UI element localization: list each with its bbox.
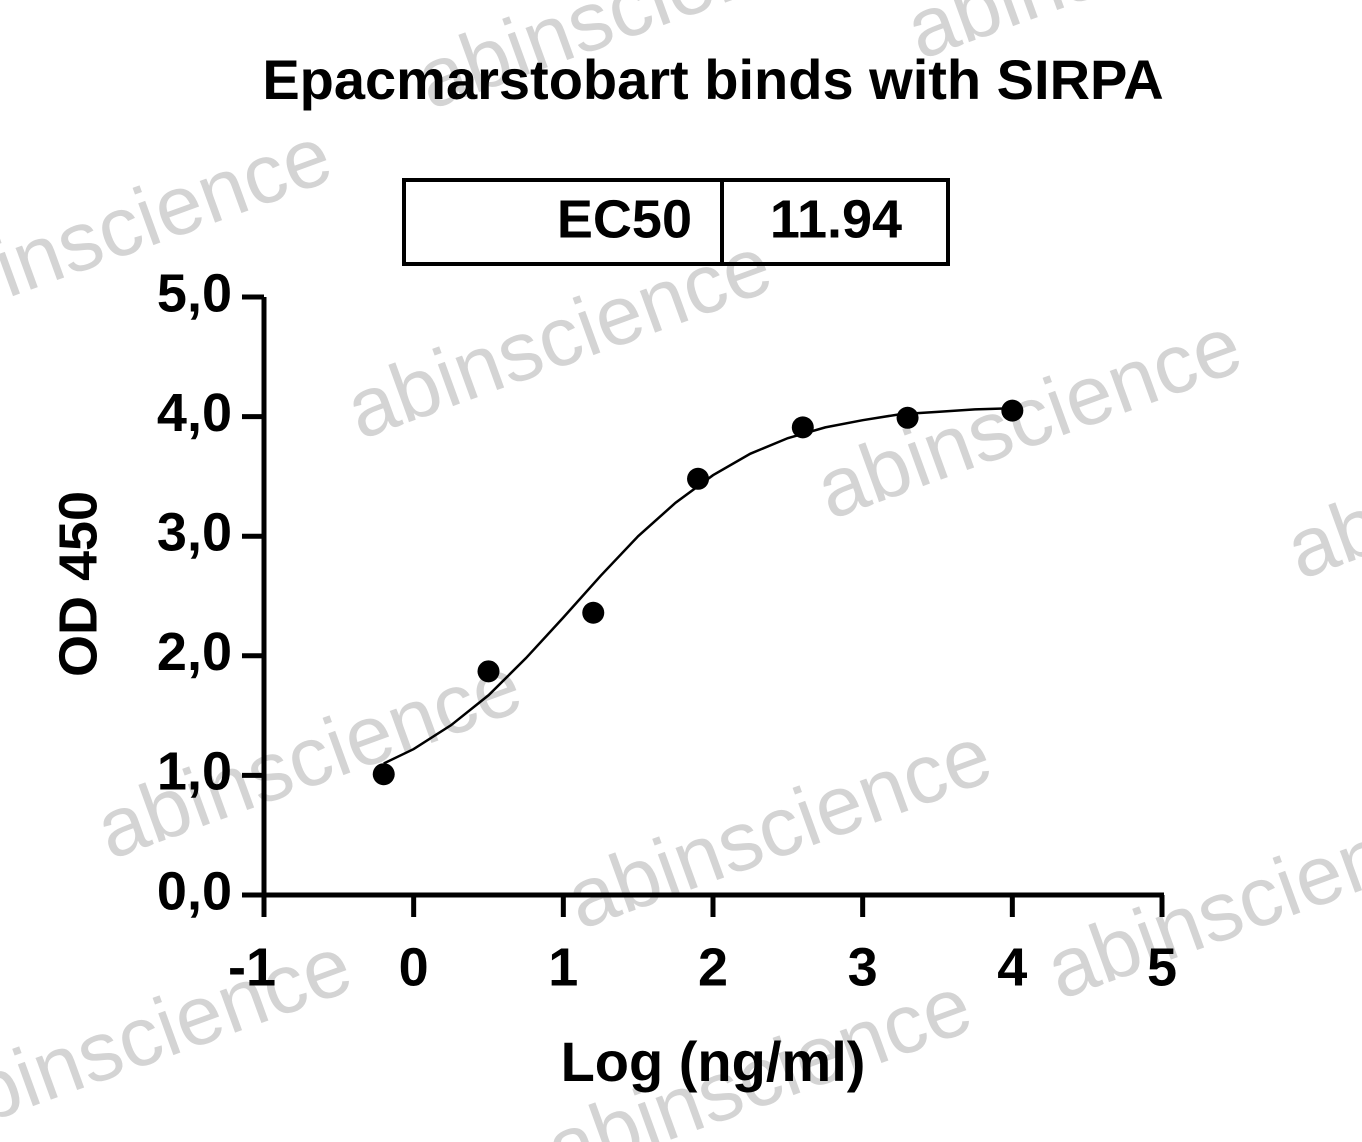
x-tick-label: 1 xyxy=(548,937,578,997)
x-axis-label: Log (ng/ml) xyxy=(561,1030,866,1093)
watermark: abinscience xyxy=(1274,357,1362,597)
watermark: abinscience xyxy=(334,217,783,457)
x-tick-label: 0 xyxy=(399,937,429,997)
ec50-box xyxy=(402,178,950,266)
data-point xyxy=(582,601,605,624)
data-point xyxy=(477,660,500,683)
data-point xyxy=(687,467,710,490)
chart-title: Epacmarstobart binds with SIRPA xyxy=(262,48,1163,111)
y-tick-label: 5,0 xyxy=(157,263,232,323)
watermark: abinscience xyxy=(84,637,533,877)
data-point xyxy=(372,763,395,786)
fit-curve xyxy=(383,406,1013,765)
y-tick-label: 2,0 xyxy=(157,622,232,682)
y-tick-label: 4,0 xyxy=(157,383,232,443)
y-tick-label: 0,0 xyxy=(157,861,232,921)
x-tick-label: 3 xyxy=(848,937,878,997)
x-tick-label: 2 xyxy=(698,937,728,997)
ec50-label: EC50 xyxy=(557,189,692,249)
watermark: abinscience xyxy=(554,707,1003,947)
data-point xyxy=(896,406,919,429)
watermark: abinscience xyxy=(804,297,1253,537)
y-axis-label: OD 450 xyxy=(48,491,108,677)
y-tick-label: 3,0 xyxy=(157,502,232,562)
data-point xyxy=(1001,399,1024,422)
x-tick-label: -1 xyxy=(228,937,276,997)
ec50-value: 11.94 xyxy=(770,189,902,249)
y-tick-label: 1,0 xyxy=(157,742,232,802)
x-tick-label: 5 xyxy=(1147,937,1177,997)
x-tick-label: 4 xyxy=(997,937,1027,997)
watermark: abinscience xyxy=(0,917,363,1142)
